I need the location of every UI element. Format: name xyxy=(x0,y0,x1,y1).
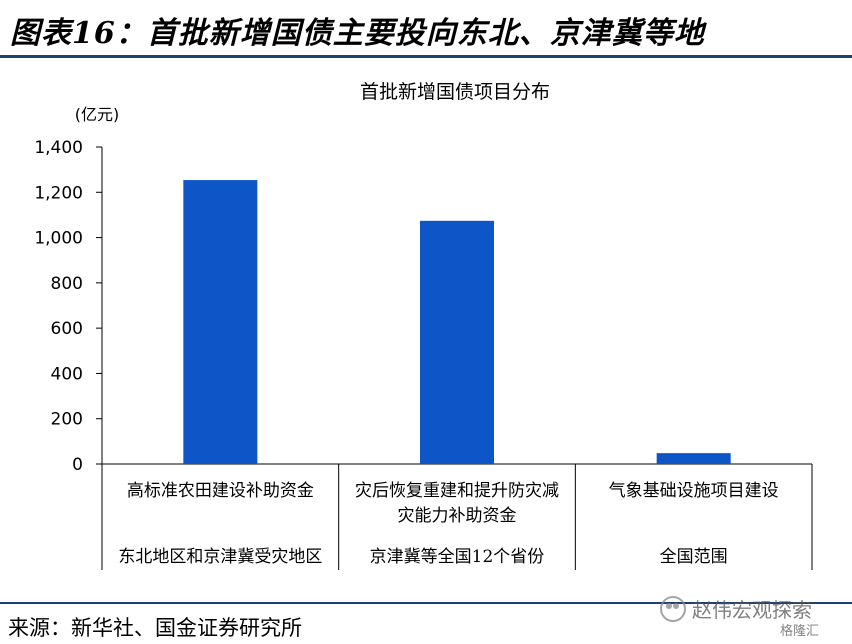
header-divider xyxy=(0,55,852,58)
wechat-icon xyxy=(660,595,686,622)
footer-divider xyxy=(0,602,852,604)
y-tick-label: 600 xyxy=(51,319,83,339)
bar-chart: 首批新增国债项目分布 (亿元) 0 200 400 600 800 1,000 1,200 1,4… xyxy=(34,81,813,570)
figure-title: 图表16：首批新增国债主要投向东北、京津冀等地 xyxy=(10,16,705,51)
chart-title: 首批新增国债项目分布 xyxy=(360,81,550,103)
figure-header: 图表16：首批新增国债主要投向东北、京津冀等地 xyxy=(0,0,852,60)
x-category-label: 气象基础设施项目建设 xyxy=(609,481,779,501)
y-tick-label: 1,400 xyxy=(34,138,83,158)
watermark-sub: 格隆汇 xyxy=(780,624,820,639)
watermark-text: 赵伟宏观探索 xyxy=(692,598,812,622)
y-tick-label: 800 xyxy=(51,274,83,294)
y-tick-label: 0 xyxy=(72,455,83,475)
watermark: 赵伟宏观探索 xyxy=(660,594,812,623)
bar-2 xyxy=(420,220,494,464)
y-tick-label: 1,000 xyxy=(34,229,83,249)
y-tick-label: 200 xyxy=(51,410,83,430)
y-axis-unit: (亿元) xyxy=(75,105,120,124)
x-category-label: 灾能力补助资金 xyxy=(398,506,517,526)
region-label: 东北地区和京津冀受灾地区 xyxy=(118,547,322,567)
bar-1 xyxy=(183,180,258,464)
y-tick-label: 400 xyxy=(51,364,83,384)
y-tick-label: 1,200 xyxy=(34,183,83,203)
region-label: 全国范围 xyxy=(660,547,728,567)
source-note: 来源：新华社、国金证券研究所 xyxy=(8,616,302,640)
bar-3 xyxy=(656,453,731,464)
x-category-label: 灾后恢复重建和提升防灾减 xyxy=(355,481,559,501)
region-label: 京津冀等全国12个省份 xyxy=(370,547,545,567)
x-category-label: 高标准农田建设补助资金 xyxy=(127,481,314,501)
